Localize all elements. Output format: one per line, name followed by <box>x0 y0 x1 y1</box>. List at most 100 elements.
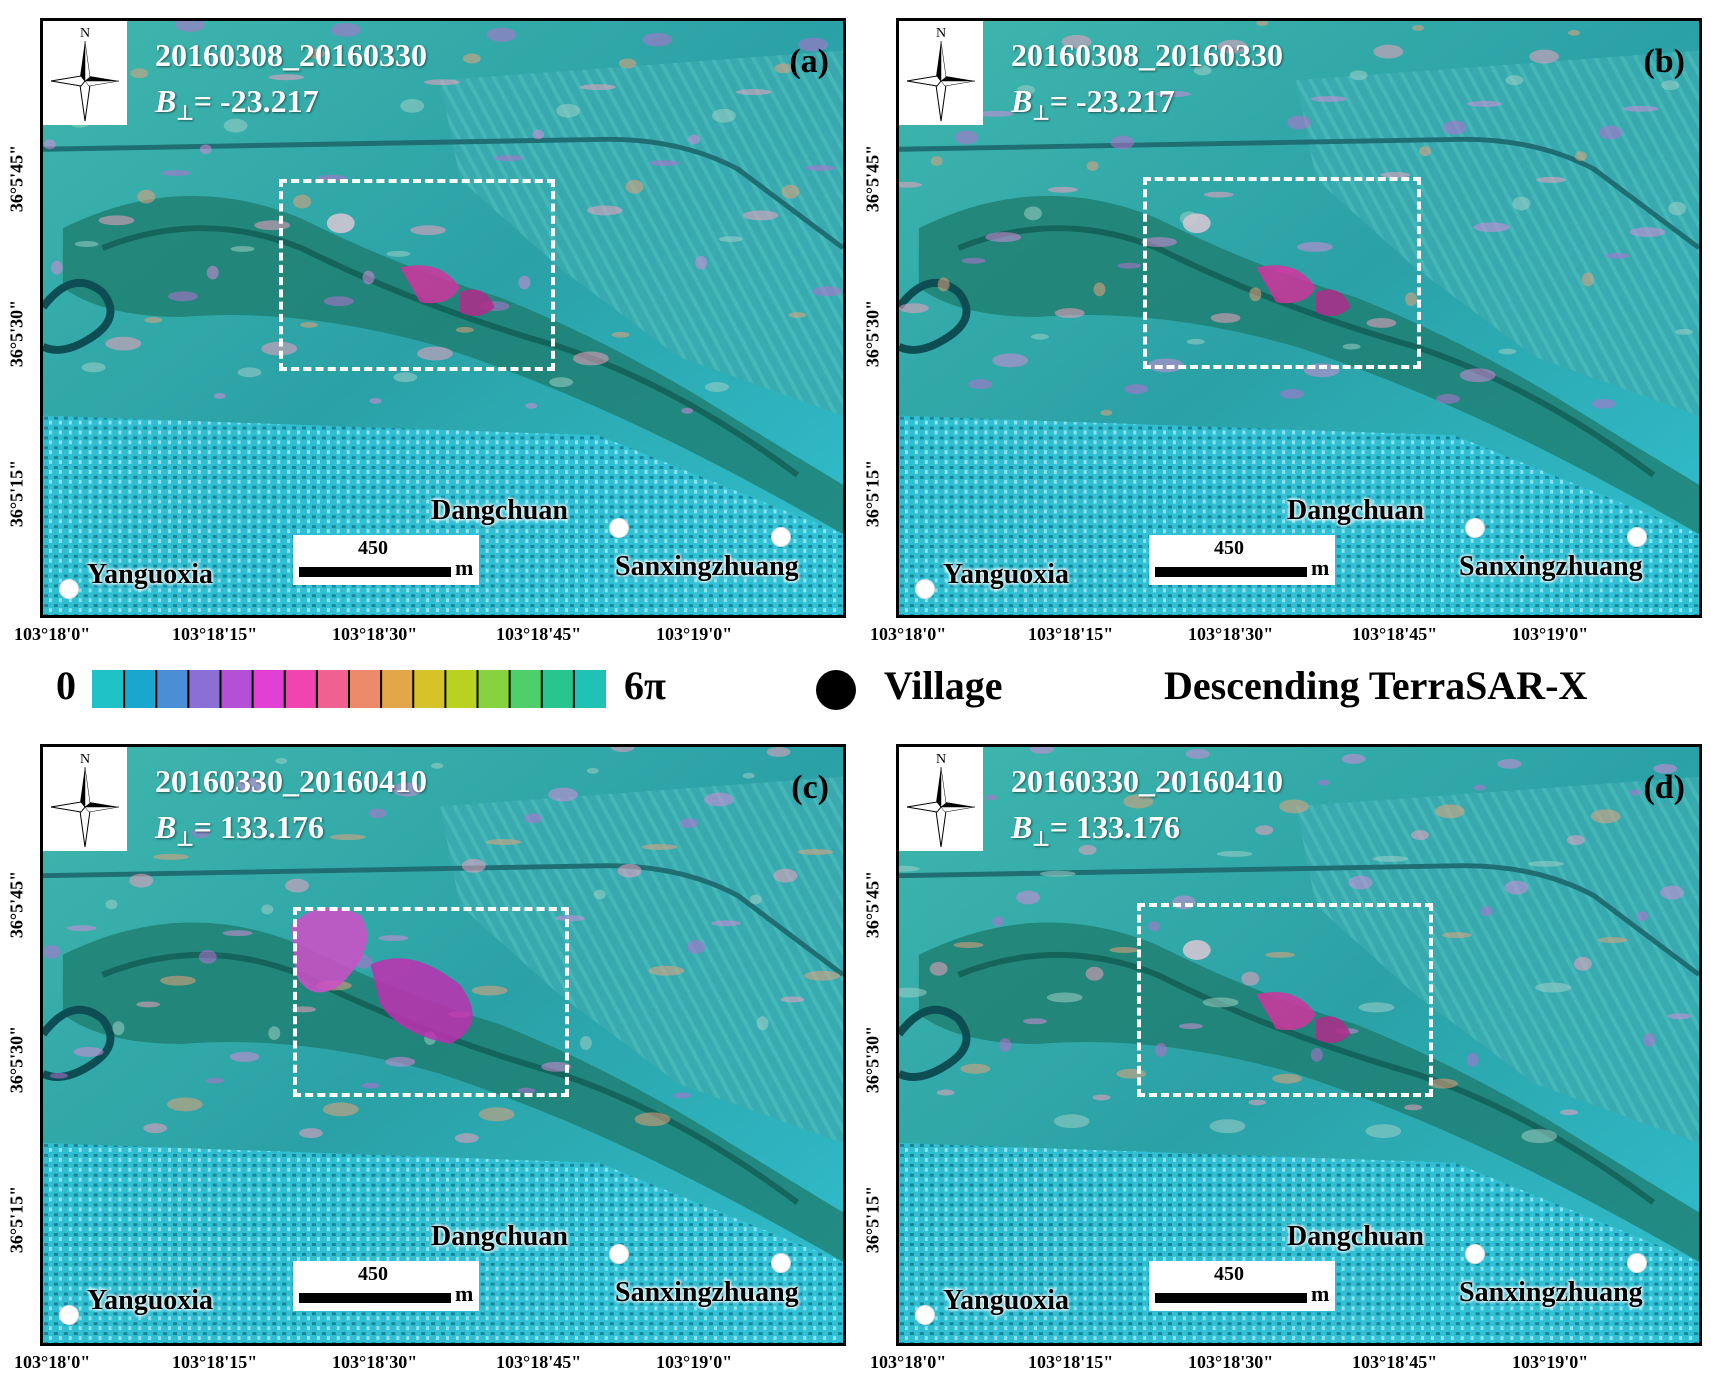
phase-colorbar <box>92 670 606 708</box>
colorbar-max-label: 6π <box>624 663 666 708</box>
village-marker <box>1627 1253 1647 1273</box>
longitude-tick: 103°18'0" <box>14 1352 91 1372</box>
latitude-tick: 36°5'30" <box>862 1025 883 1094</box>
bperp-value: = -23.217 <box>1049 83 1175 119</box>
village-label: Dangchuan <box>431 1221 568 1252</box>
village-marker <box>609 1244 629 1264</box>
colorbar-segment <box>477 670 511 708</box>
svg-text:N: N <box>936 26 946 41</box>
latitude-tick: 36°5'15" <box>862 1185 883 1254</box>
north-arrow: N <box>43 21 127 125</box>
bperp-subscript: ⊥ <box>1032 828 1050 851</box>
village-marker <box>771 527 791 547</box>
date-pair: 20160308_20160330 <box>1011 37 1283 73</box>
longitude-tick: 103°18'45" <box>1352 1352 1438 1372</box>
panel-letter: (a) <box>789 43 829 80</box>
north-arrow: N <box>899 747 983 851</box>
bperp-symbol: B <box>1011 809 1033 845</box>
village-marker <box>1465 1244 1485 1264</box>
scale-value: 450 <box>358 537 388 559</box>
longitude-tick: 103°18'0" <box>870 1352 947 1372</box>
latitude-tick: 36°5'30" <box>6 299 27 368</box>
scale-value: 450 <box>1214 1263 1244 1285</box>
perpendicular-baseline: B⊥= -23.217 <box>155 83 319 125</box>
longitude-tick: 103°18'30" <box>332 624 418 644</box>
village-label: Sanxingzhuang <box>1459 1277 1643 1308</box>
bperp-subscript: ⊥ <box>176 102 194 125</box>
landslide-roi-box <box>1137 903 1433 1097</box>
landslide-roi-box <box>293 907 569 1097</box>
colorbar-segment <box>220 670 254 708</box>
village-marker <box>609 518 629 538</box>
scale-unit: m <box>1311 1281 1330 1306</box>
longitude-tick: 103°18'15" <box>172 624 258 644</box>
latitude-tick: 36°5'45" <box>6 870 27 939</box>
colorbar-segment <box>349 670 382 708</box>
longitude-tick: 103°18'15" <box>172 1352 258 1372</box>
longitude-tick: 103°18'45" <box>496 624 582 644</box>
longitude-tick: 103°18'30" <box>1188 1352 1274 1372</box>
colorbar-segment <box>124 670 157 708</box>
bperp-subscript: ⊥ <box>176 828 194 851</box>
scale-unit: m <box>1311 555 1330 580</box>
village-marker <box>915 579 935 599</box>
scale-bar-line <box>1155 1293 1307 1303</box>
longitude-tick: 103°18'15" <box>1028 624 1114 644</box>
map-panel-a: N 20160308_20160330 B⊥= -23.217 (a) Yanguoxi… <box>40 18 846 618</box>
village-label: Yanguoxia <box>87 559 214 590</box>
bperp-symbol: B <box>1011 83 1033 119</box>
north-arrow: N <box>43 747 127 851</box>
interferogram-image <box>43 21 843 615</box>
colorbar-segment <box>316 670 350 708</box>
scale-value: 450 <box>1214 537 1244 559</box>
village-label: Dangchuan <box>1287 495 1424 526</box>
colorbar-segment <box>509 670 543 708</box>
interferogram-image <box>43 747 843 1343</box>
longitude-tick: 103°18'0" <box>14 624 91 644</box>
north-arrow: N <box>899 21 983 125</box>
village-label: Sanxingzhuang <box>1459 551 1643 582</box>
colorbar-segment <box>541 670 575 708</box>
scale-bar-line <box>299 567 451 577</box>
colorbar-segment <box>156 670 189 708</box>
village-marker <box>59 579 79 599</box>
village-legend-label: Village <box>884 663 1003 708</box>
scale-unit: m <box>455 1281 474 1306</box>
colorbar-segment <box>92 670 125 708</box>
bperp-symbol: B <box>155 809 177 845</box>
perpendicular-baseline: B⊥= 133.176 <box>155 809 324 851</box>
interferogram-image <box>899 747 1699 1343</box>
landslide-roi-box <box>279 179 555 371</box>
north-arrow-icon: N <box>906 26 976 122</box>
north-arrow-icon: N <box>50 752 120 848</box>
longitude-tick: 103°19'0" <box>1512 624 1589 644</box>
scale-bar-line <box>1155 567 1307 577</box>
svg-text:N: N <box>80 752 90 767</box>
colorbar-segment <box>573 670 606 708</box>
colorbar-segment <box>381 670 414 708</box>
bperp-subscript: ⊥ <box>1032 102 1050 125</box>
village-marker <box>915 1305 935 1325</box>
panel-letter: (d) <box>1643 769 1685 806</box>
scale-bar: 450 m <box>1149 1261 1335 1311</box>
landslide-roi-box <box>1143 177 1421 369</box>
longitude-tick: 103°19'0" <box>656 624 733 644</box>
bperp-value: = 133.176 <box>1049 809 1180 845</box>
bperp-value: = 133.176 <box>193 809 324 845</box>
colorbar-segment <box>188 670 221 708</box>
latitude-tick: 36°5'45" <box>6 144 27 213</box>
latitude-tick: 36°5'15" <box>6 459 27 528</box>
latitude-tick: 36°5'15" <box>862 459 883 528</box>
scale-unit: m <box>455 555 474 580</box>
village-legend-icon <box>816 670 856 710</box>
colorbar-segment <box>252 670 286 708</box>
village-label: Yanguoxia <box>943 559 1070 590</box>
bperp-value: = -23.217 <box>193 83 319 119</box>
colorbar-segment <box>284 670 318 708</box>
latitude-tick: 36°5'30" <box>6 1025 27 1094</box>
scale-bar: 450 m <box>293 535 479 585</box>
latitude-tick: 36°5'45" <box>862 144 883 213</box>
village-label: Yanguoxia <box>943 1285 1070 1316</box>
longitude-tick: 103°18'45" <box>1352 624 1438 644</box>
scale-bar: 450 m <box>1149 535 1335 585</box>
